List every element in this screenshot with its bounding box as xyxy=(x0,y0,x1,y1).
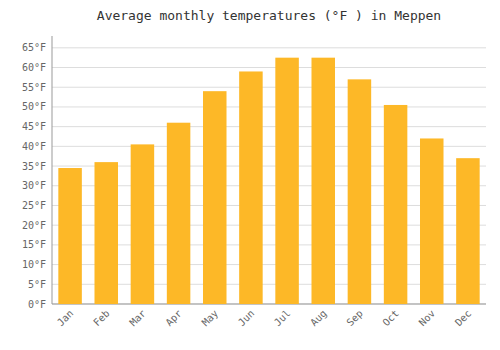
grid-line xyxy=(52,106,486,107)
y-tick-label: 15°F xyxy=(22,239,46,250)
x-tick-label: Apr xyxy=(163,308,184,329)
bar xyxy=(420,138,444,304)
y-tick-label: 45°F xyxy=(22,121,46,132)
y-tick-label: 60°F xyxy=(22,62,46,73)
y-tick-label: 25°F xyxy=(22,200,46,211)
bar xyxy=(239,71,263,304)
x-tick-label: Sep xyxy=(344,308,365,329)
x-tick-label: Mar xyxy=(127,308,148,329)
bar xyxy=(167,123,191,304)
bar xyxy=(131,144,155,304)
title: Average monthly temperatures (°F ) in Me… xyxy=(97,8,441,23)
x-tick-label: Oct xyxy=(380,308,401,329)
y-ticks: 0°F 5°F 10°F 15°F 20°F 25°F 30°F 35°F 40°F 45°F 50… xyxy=(22,42,46,309)
bars xyxy=(58,58,479,304)
y-tick-label: 10°F xyxy=(22,259,46,270)
x-tick-label: Feb xyxy=(91,308,112,329)
bar xyxy=(94,162,118,304)
x-tick-label: Jul xyxy=(272,308,293,329)
grid-line xyxy=(52,67,486,68)
x-tick-label: Aug xyxy=(308,308,329,329)
x-ticks: Jan Feb Mar Apr May Jun Jul Aug Sep Oct Nov Dec xyxy=(55,308,473,329)
chart-svg: Average monthly temperatures (°F ) in Me… xyxy=(0,0,500,350)
x-tick-label: Dec xyxy=(453,308,474,329)
y-tick-label: 55°F xyxy=(22,82,46,93)
y-axis-line xyxy=(52,36,53,304)
y-tick-label: 20°F xyxy=(22,220,46,231)
bar xyxy=(203,91,227,304)
y-tick-label: 0°F xyxy=(28,299,46,310)
bar xyxy=(348,79,372,304)
y-tick-label: 40°F xyxy=(22,141,46,152)
y-tick-label: 30°F xyxy=(22,180,46,191)
bar xyxy=(384,105,408,304)
bar xyxy=(311,58,335,304)
grid-line xyxy=(52,126,486,127)
bar xyxy=(456,158,480,304)
x-tick-label: May xyxy=(200,308,221,329)
grid-line xyxy=(52,87,486,88)
x-tick-label: Jan xyxy=(55,308,76,329)
y-tick-label: 35°F xyxy=(22,161,46,172)
bar xyxy=(275,58,299,304)
x-tick-label: Nov xyxy=(417,308,438,329)
grid-line xyxy=(52,47,486,48)
y-tick-label: 50°F xyxy=(22,101,46,112)
y-tick-label: 5°F xyxy=(28,279,46,290)
bar xyxy=(58,168,82,304)
grid xyxy=(52,48,486,304)
y-tick-label: 65°F xyxy=(22,42,46,53)
chart-container: Average monthly temperatures (°F ) in Me… xyxy=(0,0,500,350)
x-tick-label: Jun xyxy=(236,308,257,329)
